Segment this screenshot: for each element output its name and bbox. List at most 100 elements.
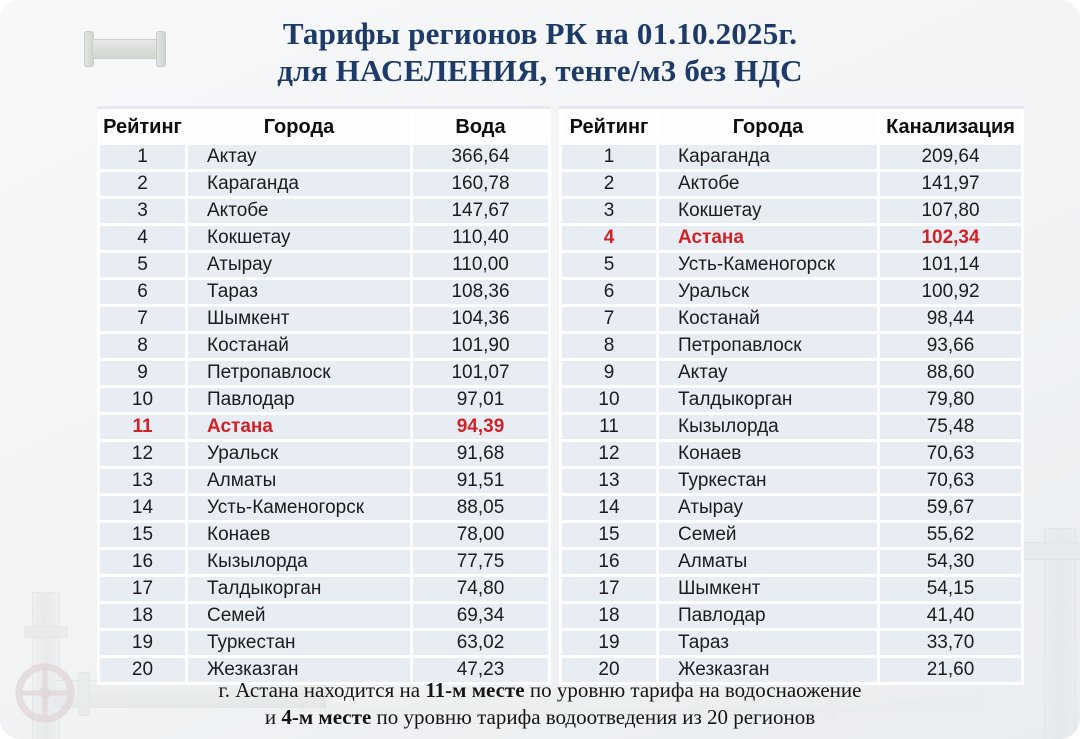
city-cell: Талдыкорган xyxy=(188,577,410,601)
highlighted-rank-cell: 11 xyxy=(100,415,185,439)
value-cell: 70,63 xyxy=(880,442,1021,466)
rank-cell: 12 xyxy=(100,442,185,466)
value-cell: 101,90 xyxy=(413,334,548,358)
city-cell: Кокшетау xyxy=(659,199,877,223)
footer-note: г. Астана находится на 11-м месте по уро… xyxy=(0,677,1080,731)
rank-cell: 3 xyxy=(100,199,185,223)
value-cell: 74,80 xyxy=(413,577,548,601)
city-cell: Шымкент xyxy=(188,307,410,331)
value-cell: 91,68 xyxy=(413,442,548,466)
rank-cell: 11 xyxy=(562,415,656,439)
footer-emphasis: 4-м месте xyxy=(281,705,372,729)
water-tariff-table: Рейтинг Города Вода 1 Актау 366,64 2 Караганда 1… xyxy=(97,106,551,685)
footer-note-line1: г. Астана находится на 11-м месте по уро… xyxy=(0,677,1080,704)
rank-cell: 18 xyxy=(100,604,185,628)
sewerage-tariff-table: Рейтинг Города Канализация 1 Караганда 209,64… xyxy=(559,106,1024,685)
rank-cell: 7 xyxy=(562,307,656,331)
value-cell: 70,63 xyxy=(880,469,1021,493)
city-cell: Усть-Каменогорск xyxy=(188,496,410,520)
city-cell: Актау xyxy=(188,145,410,169)
city-cell: Конаев xyxy=(659,442,877,466)
highlighted-value-cell: 102,34 xyxy=(880,226,1021,250)
city-cell: Жезказган xyxy=(659,658,877,682)
page-title-line2: для НАСЕЛЕНИЯ, тенге/м3 без НДС xyxy=(277,53,803,88)
value-cell: 78,00 xyxy=(413,523,548,547)
city-cell: Семей xyxy=(188,604,410,628)
rank-cell: 7 xyxy=(100,307,185,331)
rank-cell: 2 xyxy=(100,172,185,196)
rank-cell: 20 xyxy=(100,658,185,682)
rank-cell: 6 xyxy=(100,280,185,304)
footer-text: по уровню тарифа водоотведения из 20 рег… xyxy=(371,705,816,729)
city-cell: Павлодар xyxy=(188,388,410,412)
rank-cell: 9 xyxy=(562,361,656,385)
rank-cell: 5 xyxy=(100,253,185,277)
city-cell: Уральск xyxy=(188,442,410,466)
value-cell: 141,97 xyxy=(880,172,1021,196)
rank-cell: 16 xyxy=(100,550,185,574)
rank-cell: 14 xyxy=(100,496,185,520)
rank-cell: 9 xyxy=(100,361,185,385)
rank-cell: 3 xyxy=(562,199,656,223)
rank-cell: 13 xyxy=(562,469,656,493)
rank-cell: 4 xyxy=(100,226,185,250)
city-cell: Костанай xyxy=(659,307,877,331)
value-cell: 100,92 xyxy=(880,280,1021,304)
city-cell: Караганда xyxy=(659,145,877,169)
rank-cell: 10 xyxy=(100,388,185,412)
city-cell: Тараз xyxy=(659,631,877,655)
value-cell: 97,01 xyxy=(413,388,548,412)
value-cell: 21,60 xyxy=(880,658,1021,682)
city-cell: Актау xyxy=(659,361,877,385)
column-header: Рейтинг xyxy=(100,112,185,142)
value-cell: 75,48 xyxy=(880,415,1021,439)
footer-text: по уровню тарифа на водоснаожение xyxy=(524,678,862,702)
footer-emphasis: 11-м месте xyxy=(425,678,525,702)
page-title-line1: Тарифы регионов РК на 01.10.2025г. xyxy=(282,16,798,51)
city-cell: Талдыкорган xyxy=(659,388,877,412)
rank-cell: 17 xyxy=(562,577,656,601)
rank-cell: 8 xyxy=(100,334,185,358)
highlighted-city-cell: Астана xyxy=(659,226,877,250)
highlighted-value-cell: 94,39 xyxy=(413,415,548,439)
city-cell: Атырау xyxy=(659,496,877,520)
value-cell: 47,23 xyxy=(413,658,548,682)
value-cell: 79,80 xyxy=(880,388,1021,412)
rank-cell: 6 xyxy=(562,280,656,304)
value-cell: 104,36 xyxy=(413,307,548,331)
highlighted-rank-cell: 4 xyxy=(562,226,656,250)
rank-cell: 8 xyxy=(562,334,656,358)
value-cell: 33,70 xyxy=(880,631,1021,655)
rank-cell: 16 xyxy=(562,550,656,574)
city-cell: Алматы xyxy=(659,550,877,574)
footer-text: и xyxy=(264,705,282,729)
rank-cell: 19 xyxy=(100,631,185,655)
column-header: Города xyxy=(659,112,877,142)
value-cell: 209,64 xyxy=(880,145,1021,169)
column-header: Города xyxy=(188,112,410,142)
value-cell: 59,67 xyxy=(880,496,1021,520)
city-cell: Жезказган xyxy=(188,658,410,682)
city-cell: Павлодар xyxy=(659,604,877,628)
rank-cell: 10 xyxy=(562,388,656,412)
city-cell: Туркестан xyxy=(659,469,877,493)
city-cell: Караганда xyxy=(188,172,410,196)
column-header: Рейтинг xyxy=(562,112,656,142)
city-cell: Петропавлоск xyxy=(188,361,410,385)
city-cell: Усть-Каменогорск xyxy=(659,253,877,277)
value-cell: 88,05 xyxy=(413,496,548,520)
footer-note-line2: и 4-м месте по уровню тарифа водоотведен… xyxy=(0,704,1080,731)
value-cell: 63,02 xyxy=(413,631,548,655)
value-cell: 101,14 xyxy=(880,253,1021,277)
city-cell: Петропавлоск xyxy=(659,334,877,358)
city-cell: Костанай xyxy=(188,334,410,358)
value-cell: 41,40 xyxy=(880,604,1021,628)
value-cell: 98,44 xyxy=(880,307,1021,331)
tariff-tables: Рейтинг Города Вода 1 Актау 366,64 2 Караганда 1… xyxy=(97,106,1024,685)
value-cell: 88,60 xyxy=(880,361,1021,385)
rank-cell: 20 xyxy=(562,658,656,682)
rank-cell: 15 xyxy=(100,523,185,547)
value-cell: 160,78 xyxy=(413,172,548,196)
city-cell: Кызылорда xyxy=(188,550,410,574)
